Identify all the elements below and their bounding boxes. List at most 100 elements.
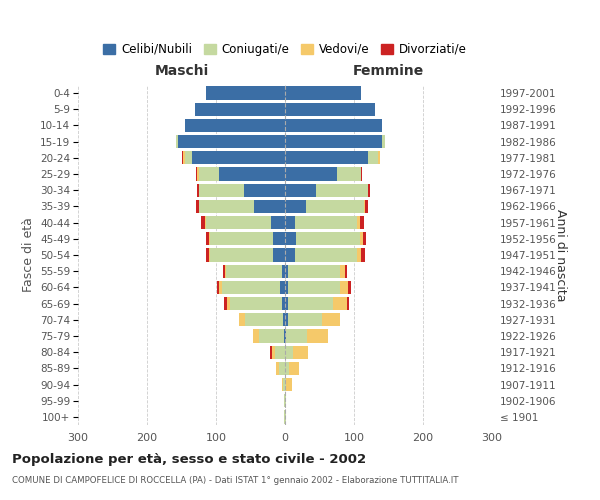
Bar — [230, 297, 281, 310]
Bar — [199, 168, 220, 180]
Bar — [293, 346, 308, 359]
Bar — [281, 378, 283, 391]
Bar — [272, 248, 285, 262]
Bar — [285, 248, 295, 262]
Bar — [196, 200, 199, 213]
Bar — [271, 216, 285, 230]
Bar — [276, 362, 280, 375]
Bar — [285, 346, 293, 359]
Bar — [295, 248, 357, 262]
Bar — [225, 264, 226, 278]
Bar — [288, 264, 340, 278]
Bar — [358, 216, 359, 230]
Bar — [192, 151, 285, 164]
Bar — [281, 264, 285, 278]
Bar — [337, 168, 361, 180]
Bar — [296, 232, 359, 245]
Bar — [245, 313, 283, 326]
Bar — [285, 232, 296, 245]
Bar — [365, 200, 368, 213]
Bar — [285, 378, 286, 391]
Bar — [272, 346, 275, 359]
Bar — [206, 216, 271, 230]
Bar — [284, 410, 285, 424]
Bar — [285, 216, 295, 230]
Bar — [340, 264, 345, 278]
Bar — [211, 248, 272, 262]
Bar — [270, 346, 272, 359]
Bar — [285, 168, 337, 180]
Bar — [283, 313, 285, 326]
Legend: Celibi/Nubili, Coniugati/e, Vedovi/e, Divorziati/e: Celibi/Nubili, Coniugati/e, Vedovi/e, Di… — [98, 38, 472, 60]
Bar — [286, 378, 292, 391]
Bar — [316, 184, 368, 197]
Bar — [199, 200, 254, 213]
Bar — [284, 330, 285, 342]
Bar — [178, 135, 285, 148]
Bar — [209, 232, 211, 245]
Text: Popolazione per età, sesso e stato civile - 2002: Popolazione per età, sesso e stato civil… — [12, 452, 366, 466]
Bar — [206, 232, 209, 245]
Bar — [227, 297, 230, 310]
Bar — [185, 119, 285, 132]
Bar — [285, 280, 289, 294]
Bar — [197, 184, 199, 197]
Bar — [197, 168, 199, 180]
Bar — [361, 248, 365, 262]
Bar — [283, 378, 285, 391]
Bar — [220, 168, 285, 180]
Bar — [223, 264, 225, 278]
Bar — [349, 280, 350, 294]
Bar — [275, 346, 285, 359]
Bar — [289, 297, 334, 310]
Bar — [211, 232, 272, 245]
Bar — [185, 151, 192, 164]
Bar — [285, 394, 286, 407]
Bar — [217, 280, 219, 294]
Bar — [285, 135, 382, 148]
Bar — [285, 330, 286, 342]
Bar — [176, 135, 178, 148]
Bar — [285, 184, 316, 197]
Bar — [281, 297, 285, 310]
Bar — [205, 216, 206, 230]
Bar — [306, 200, 364, 213]
Bar — [272, 232, 285, 245]
Bar — [364, 200, 365, 213]
Bar — [253, 330, 259, 342]
Bar — [285, 264, 288, 278]
Bar — [239, 313, 245, 326]
Bar — [378, 151, 380, 164]
Bar — [183, 151, 185, 164]
Text: Femmine: Femmine — [353, 64, 424, 78]
Bar — [359, 232, 363, 245]
Bar — [285, 297, 289, 310]
Bar — [357, 248, 361, 262]
Bar — [206, 248, 209, 262]
Bar — [206, 86, 285, 100]
Text: COMUNE DI CAMPOFELICE DI ROCCELLA (PA) - Dati ISTAT 1° gennaio 2002 - Elaborazio: COMUNE DI CAMPOFELICE DI ROCCELLA (PA) -… — [12, 476, 458, 485]
Bar — [285, 86, 361, 100]
Bar — [368, 151, 378, 164]
Bar — [382, 135, 385, 148]
Bar — [307, 330, 328, 342]
Bar — [289, 280, 340, 294]
Bar — [201, 216, 205, 230]
Bar — [285, 362, 289, 375]
Bar — [340, 280, 349, 294]
Bar — [295, 216, 358, 230]
Y-axis label: Fasce di età: Fasce di età — [22, 218, 35, 292]
Bar — [285, 200, 306, 213]
Bar — [254, 200, 285, 213]
Bar — [182, 151, 183, 164]
Bar — [322, 313, 340, 326]
Bar — [224, 297, 227, 310]
Bar — [285, 410, 286, 424]
Bar — [334, 297, 347, 310]
Bar — [259, 330, 284, 342]
Text: Maschi: Maschi — [154, 64, 209, 78]
Bar — [368, 184, 370, 197]
Bar — [219, 280, 221, 294]
Bar — [345, 264, 347, 278]
Bar — [286, 330, 307, 342]
